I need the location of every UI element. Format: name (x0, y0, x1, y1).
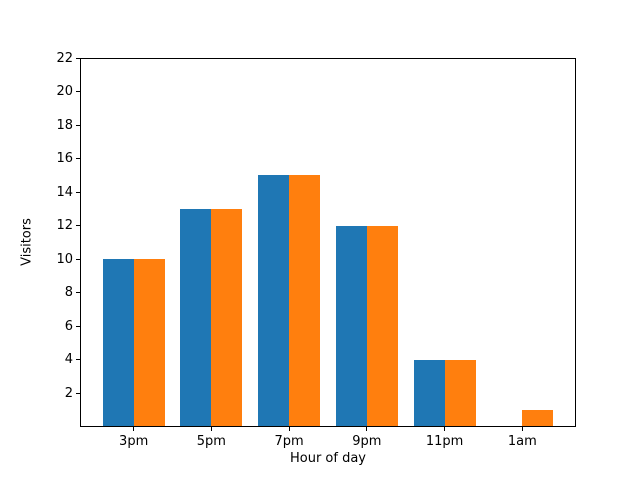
bar-orange-7pm (289, 175, 321, 427)
y-tick-mark (76, 124, 80, 126)
x-tick-mark (521, 427, 523, 431)
y-tick-mark (76, 392, 80, 394)
y-tick-label: 12 (56, 218, 73, 234)
x-axis-label: Hour of day (289, 451, 367, 466)
x-tick-label: 7pm (274, 434, 304, 449)
x-tick-mark (288, 427, 290, 431)
y-tick-mark (76, 158, 80, 160)
x-tick-label: 9pm (352, 434, 382, 449)
y-tick-mark (76, 359, 80, 361)
bar-blue-7pm (258, 175, 290, 427)
y-tick-label: 22 (56, 50, 73, 66)
y-tick-mark (76, 191, 80, 193)
x-tick-label: 5pm (196, 434, 226, 449)
bar-blue-9pm (335, 225, 367, 427)
y-tick-label: 18 (56, 117, 73, 133)
y-tick-label: 16 (56, 151, 73, 167)
y-tick-label: 4 (64, 352, 73, 368)
x-tick-label: 1am (507, 434, 537, 449)
bar-orange-5pm (211, 208, 243, 427)
x-tick-mark (366, 427, 368, 431)
y-tick-label: 8 (64, 285, 73, 301)
y-tick-label: 6 (64, 318, 73, 334)
y-axis-label: Visitors (19, 218, 35, 266)
y-tick-mark (76, 258, 80, 260)
y-tick-label: 2 (64, 385, 73, 401)
y-tick-label: 14 (56, 184, 73, 200)
bar-orange-1am (522, 410, 554, 427)
y-tick-mark (76, 225, 80, 227)
x-tick-mark (133, 427, 135, 431)
y-tick-mark (76, 57, 80, 59)
y-tick-mark (76, 91, 80, 93)
bar-blue-11pm (413, 359, 445, 427)
y-tick-mark (76, 325, 80, 327)
y-tick-label: 10 (56, 251, 73, 267)
x-tick-label: 3pm (119, 434, 149, 449)
x-tick-mark (444, 427, 446, 431)
x-tick-label: 11pm (425, 434, 464, 449)
bar-orange-11pm (444, 359, 476, 427)
bar-blue-5pm (180, 208, 212, 427)
y-tick-mark (76, 292, 80, 294)
y-tick-label: 20 (56, 84, 73, 100)
bar-blue-3pm (102, 259, 134, 427)
x-tick-mark (210, 427, 212, 431)
bar-orange-9pm (366, 225, 398, 427)
bar-orange-3pm (133, 259, 165, 427)
